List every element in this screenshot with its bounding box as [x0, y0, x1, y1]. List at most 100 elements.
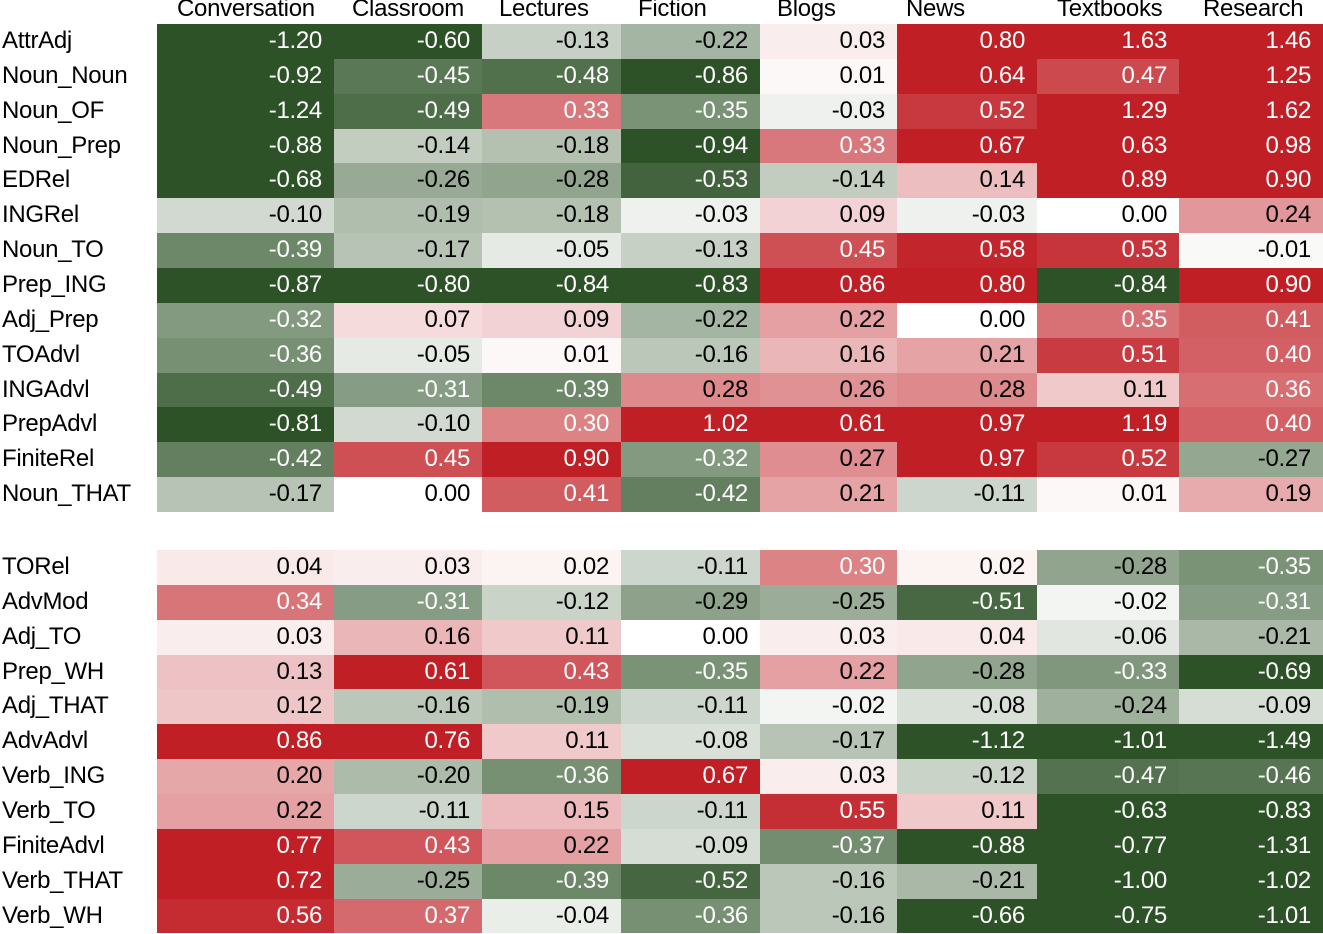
- heatmap-cell: -0.10: [334, 407, 482, 442]
- heatmap-cell: -0.10: [157, 198, 334, 233]
- heatmap-cell: 0.11: [482, 620, 621, 655]
- row-label: Verb_WH: [2, 901, 103, 929]
- heatmap-cell: -1.20: [157, 24, 334, 59]
- heatmap-cell: 0.03: [157, 620, 334, 655]
- heatmap-cell: -0.81: [157, 407, 334, 442]
- heatmap-cell: 0.51: [1037, 338, 1179, 373]
- heatmap-cell: 0.34: [157, 585, 334, 620]
- heatmap-cell: -0.16: [334, 689, 482, 724]
- heatmap-cell: 0.14: [897, 163, 1037, 198]
- heatmap-cell: 0.09: [482, 303, 621, 338]
- heatmap-cell: -0.14: [760, 163, 897, 198]
- heatmap-cell: 1.25: [1179, 59, 1323, 94]
- row-label: Noun_OF: [2, 96, 104, 124]
- heatmap-cell: 0.55: [760, 794, 897, 829]
- heatmap-cell: -0.19: [334, 198, 482, 233]
- heatmap-cell: 0.80: [897, 24, 1037, 59]
- heatmap-cell: -0.84: [1037, 268, 1179, 303]
- row-label: Verb_TO: [2, 796, 96, 824]
- heatmap-cell: -0.11: [621, 794, 760, 829]
- heatmap-cell: -1.24: [157, 94, 334, 129]
- heatmap-cell: 0.90: [1179, 163, 1323, 198]
- heatmap-cell: 0.52: [1037, 442, 1179, 477]
- heatmap-cell: -1.02: [1179, 864, 1323, 899]
- heatmap-cell: -0.63: [1037, 794, 1179, 829]
- heatmap-cell: -0.39: [157, 233, 334, 268]
- heatmap-cell: 0.98: [1179, 129, 1323, 163]
- heatmap-cell: 0.35: [1037, 303, 1179, 338]
- heatmap-cell: -0.32: [621, 442, 760, 477]
- heatmap-cell: 0.47: [1037, 59, 1179, 94]
- heatmap-cell: -1.01: [1037, 724, 1179, 759]
- heatmap-cell: 0.16: [334, 620, 482, 655]
- heatmap-cell: -0.45: [334, 59, 482, 94]
- row-label: Noun_Noun: [2, 61, 128, 89]
- heatmap-cell: 0.21: [897, 338, 1037, 373]
- heatmap-cell: -0.11: [334, 794, 482, 829]
- heatmap-cell: -0.16: [760, 864, 897, 899]
- heatmap-cell: -0.29: [621, 585, 760, 620]
- row-label: FiniteAdvl: [2, 831, 105, 859]
- heatmap-cell: -0.25: [334, 864, 482, 899]
- heatmap-cell: -0.88: [897, 829, 1037, 864]
- heatmap-cell: -0.77: [1037, 829, 1179, 864]
- heatmap-cell: 0.27: [760, 442, 897, 477]
- heatmap-cell: -0.18: [482, 198, 621, 233]
- heatmap-cell: -0.26: [334, 163, 482, 198]
- heatmap-cell: 0.15: [482, 794, 621, 829]
- heatmap-cell: 0.03: [760, 24, 897, 59]
- heatmap-cell: -0.49: [157, 373, 334, 407]
- heatmap-cell: -0.09: [621, 829, 760, 864]
- heatmap-cell: -0.69: [1179, 655, 1323, 689]
- heatmap-cell: 0.56: [157, 899, 334, 933]
- row-label: AttrAdj: [2, 27, 72, 54]
- heatmap-cell: 0.16: [760, 338, 897, 373]
- row-label: AdvAdvl: [2, 727, 88, 755]
- heatmap-cell: -0.03: [760, 94, 897, 129]
- heatmap-cell: 0.41: [1179, 303, 1323, 338]
- heatmap-cell: -0.46: [1179, 759, 1323, 794]
- heatmap-cell: -0.42: [621, 477, 760, 512]
- row-label: TOAdvl: [2, 340, 80, 368]
- heatmap-cell: 0.43: [482, 655, 621, 689]
- heatmap-cell: 0.07: [334, 303, 482, 338]
- heatmap-cell: -0.32: [157, 303, 334, 338]
- heatmap-cell: 0.01: [482, 338, 621, 373]
- row-label: Prep_WH: [2, 657, 104, 685]
- heatmap-cell: -0.28: [482, 163, 621, 198]
- heatmap-cell: -0.83: [621, 268, 760, 303]
- column-header: Classroom: [352, 0, 464, 22]
- heatmap-cell: 0.03: [334, 550, 482, 585]
- heatmap-cell: 0.22: [482, 829, 621, 864]
- heatmap-cell: 0.03: [760, 620, 897, 655]
- heatmap-cell: -0.08: [621, 724, 760, 759]
- heatmap-cell: -0.84: [482, 268, 621, 303]
- row-label: EDRel: [2, 166, 70, 194]
- row-label: Verb_THAT: [2, 866, 123, 894]
- heatmap-cell: -0.03: [897, 198, 1037, 233]
- heatmap-cell: -0.22: [621, 303, 760, 338]
- row-label: Noun_TO: [2, 236, 104, 264]
- heatmap-cell: -0.33: [1037, 655, 1179, 689]
- heatmap-cell: 0.00: [334, 477, 482, 512]
- heatmap-cell: -0.35: [621, 655, 760, 689]
- heatmap-cell: 0.21: [760, 477, 897, 512]
- heatmap-cell: 0.02: [482, 550, 621, 585]
- heatmap-cell: -0.51: [897, 585, 1037, 620]
- heatmap-cell: -0.60: [334, 24, 482, 59]
- heatmap-cell: -0.09: [1179, 689, 1323, 724]
- heatmap-cell: -1.01: [1179, 899, 1323, 933]
- heatmap-cell: -0.27: [1179, 442, 1323, 477]
- heatmap-cell: -0.11: [621, 689, 760, 724]
- heatmap-cell: 0.90: [1179, 268, 1323, 303]
- heatmap-cell: 0.33: [760, 129, 897, 163]
- heatmap-cell: 0.22: [760, 303, 897, 338]
- row-label: AdvMod: [2, 587, 89, 615]
- heatmap-cell: -0.06: [1037, 620, 1179, 655]
- heatmap-cell: 0.97: [897, 407, 1037, 442]
- row-label: PrepAdvl: [2, 410, 97, 438]
- heatmap-cell: -0.25: [760, 585, 897, 620]
- heatmap-cell: -0.31: [1179, 585, 1323, 620]
- heatmap-cell: 0.20: [157, 759, 334, 794]
- heatmap-cell: -0.18: [482, 129, 621, 163]
